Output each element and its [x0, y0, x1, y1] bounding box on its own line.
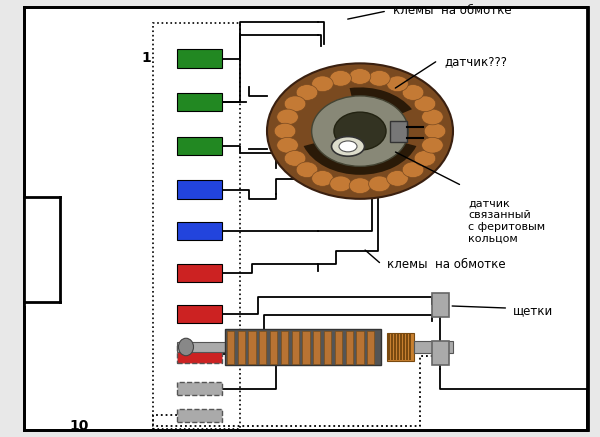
Circle shape [312, 76, 334, 92]
Bar [394, 334, 396, 360]
FancyBboxPatch shape [177, 180, 222, 199]
Bar [432, 293, 449, 317]
FancyBboxPatch shape [177, 93, 222, 111]
Bar [281, 331, 288, 364]
Bar [259, 331, 266, 364]
Text: клемы  на обмотке: клемы на обмотке [393, 4, 512, 17]
Circle shape [334, 112, 386, 150]
Bar [177, 342, 228, 352]
Bar [414, 341, 453, 353]
Circle shape [267, 63, 453, 199]
Circle shape [349, 178, 371, 194]
Ellipse shape [179, 338, 193, 356]
FancyBboxPatch shape [177, 137, 222, 155]
Bar [324, 331, 331, 364]
Circle shape [422, 137, 443, 153]
Circle shape [312, 170, 334, 186]
FancyBboxPatch shape [177, 49, 222, 68]
Circle shape [402, 85, 424, 101]
Circle shape [274, 123, 296, 139]
Bar [406, 334, 408, 360]
FancyBboxPatch shape [177, 222, 222, 240]
Ellipse shape [339, 141, 357, 152]
Text: датчик???: датчик??? [444, 55, 507, 68]
Ellipse shape [331, 136, 365, 156]
Bar [409, 334, 411, 360]
FancyBboxPatch shape [177, 264, 222, 282]
Circle shape [368, 70, 390, 86]
Circle shape [284, 96, 306, 112]
Circle shape [387, 76, 409, 92]
Bar [388, 334, 390, 360]
Bar [238, 331, 245, 364]
Bar [391, 334, 393, 360]
Bar [390, 121, 407, 142]
Text: датчик
связанный
с феритовым
кольцом: датчик связанный с феритовым кольцом [468, 199, 545, 244]
Circle shape [402, 162, 424, 177]
Bar [397, 334, 399, 360]
Circle shape [296, 85, 318, 101]
Circle shape [277, 137, 298, 153]
Bar [153, 23, 240, 429]
Circle shape [414, 150, 436, 166]
Bar [302, 331, 310, 364]
Bar [346, 331, 353, 364]
Text: 10: 10 [69, 419, 88, 433]
Bar [227, 331, 234, 364]
FancyBboxPatch shape [177, 305, 222, 323]
Bar [387, 333, 414, 361]
Circle shape [422, 109, 443, 125]
Circle shape [311, 96, 409, 166]
Circle shape [284, 150, 306, 166]
Bar [248, 331, 256, 364]
FancyBboxPatch shape [177, 344, 222, 363]
Circle shape [387, 170, 409, 186]
Bar [400, 334, 402, 360]
Circle shape [277, 109, 298, 125]
Bar [403, 334, 405, 360]
Text: 1: 1 [141, 51, 151, 65]
Bar [292, 331, 299, 364]
Circle shape [349, 69, 371, 84]
FancyBboxPatch shape [177, 382, 222, 395]
Circle shape [330, 176, 352, 192]
Circle shape [330, 70, 352, 86]
Circle shape [296, 162, 318, 177]
Bar [367, 331, 374, 364]
Bar [270, 331, 277, 364]
Bar [335, 331, 342, 364]
Circle shape [424, 123, 446, 139]
Wedge shape [304, 138, 416, 175]
Bar [432, 341, 449, 365]
Circle shape [368, 176, 390, 192]
Circle shape [414, 96, 436, 112]
Bar [356, 331, 364, 364]
Bar [225, 329, 381, 365]
FancyBboxPatch shape [177, 409, 222, 422]
Text: щетки: щетки [513, 304, 553, 317]
Wedge shape [350, 87, 412, 121]
FancyBboxPatch shape [24, 197, 60, 306]
Bar [313, 331, 320, 364]
Text: клемы  на обмотке: клемы на обмотке [387, 258, 506, 271]
